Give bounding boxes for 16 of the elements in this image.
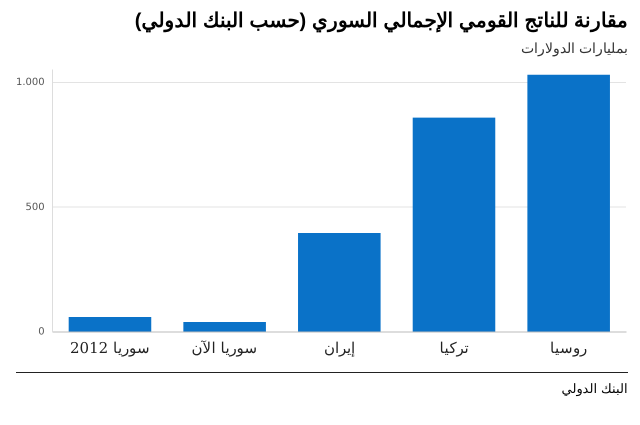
x-tick-label: تركيا [439, 338, 468, 357]
y-tick-label: 0 [38, 326, 45, 338]
y-tick-label: 500 [26, 202, 45, 213]
x-tick-label: إيران [324, 338, 355, 357]
bar [412, 118, 496, 332]
bar [527, 74, 610, 332]
text: البنك الدولي [560, 381, 629, 396]
x-tick-label: سوريا 2012 [70, 338, 150, 357]
bar [183, 322, 266, 332]
chart-subtitle: بمليارات الدولارات [520, 40, 629, 56]
chart-title: مقارنة للناتج القومي الإجمالي السوري (حسب البنك الدولي) [134, 9, 629, 34]
bar [68, 317, 152, 332]
y-tick-label: 1.000 [16, 77, 45, 88]
bar [298, 232, 381, 332]
x-tick-label: سوريا الآن [192, 338, 258, 357]
x-tick-label: روسيا [550, 338, 588, 357]
